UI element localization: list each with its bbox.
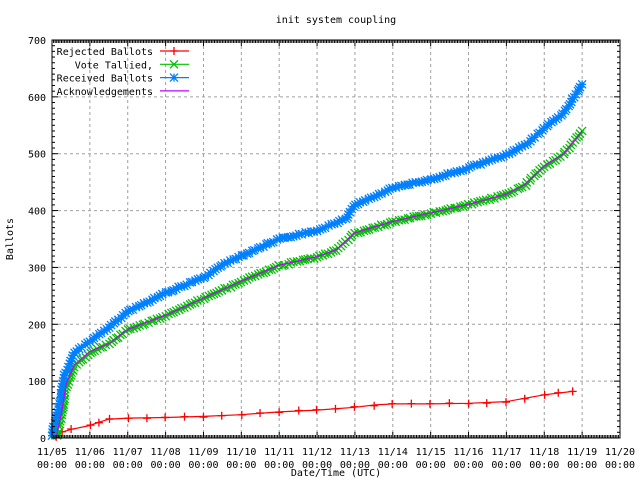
legend-marker: [170, 47, 178, 55]
data-point: [426, 400, 434, 408]
data-point: [86, 421, 94, 429]
x-tick-time: 00:00: [605, 460, 635, 471]
x-tick-label: 11/12: [302, 447, 332, 458]
data-point: [124, 414, 132, 422]
x-tick-time: 00:00: [113, 460, 143, 471]
data-point: [199, 413, 207, 421]
series-rejected-ballots: [52, 387, 576, 441]
data-point: [465, 400, 473, 408]
x-tick-label: 11/15: [416, 447, 446, 458]
grid: [52, 40, 620, 438]
x-axis-label: Date/Time (UTC): [291, 468, 381, 479]
y-tick-label: 400: [28, 207, 46, 218]
data-point: [502, 398, 510, 406]
x-tick-label: 11/16: [453, 447, 483, 458]
data-point: [275, 408, 283, 416]
data-point: [331, 405, 339, 413]
x-tick-label: 11/20: [605, 447, 635, 458]
series-line: [57, 131, 582, 435]
chart-svg: 0 100 200 300 400 500 600 700 11/05 00:00 11/06 00:…: [0, 0, 640, 480]
legend-marker: [170, 74, 178, 82]
x-tick-label: 11/05: [37, 447, 67, 458]
x-tick-label: 11/09: [188, 447, 218, 458]
x-tick-label: 11/13: [340, 447, 370, 458]
x-tick-time: 00:00: [264, 460, 294, 471]
x-tick-label: 11/08: [151, 447, 181, 458]
x-tick-label: 11/10: [226, 447, 256, 458]
y-tick-label: 100: [28, 377, 46, 388]
data-point: [541, 391, 549, 399]
data-point: [238, 411, 246, 419]
x-tick-time: 00:00: [37, 460, 67, 471]
data-point: [445, 399, 453, 407]
data-point: [95, 419, 103, 427]
x-tick-time: 00:00: [151, 460, 181, 471]
data-point: [218, 412, 226, 420]
series-line: [57, 131, 582, 435]
data-point: [578, 80, 586, 88]
x-tick-time: 00:00: [416, 460, 446, 471]
x-tick-label: 11/14: [378, 447, 408, 458]
data-point: [181, 413, 189, 421]
y-tick-label: 700: [28, 36, 46, 47]
x-tick-time: 00:00: [453, 460, 483, 471]
data-point: [350, 403, 358, 411]
x-tick-label: 11/18: [529, 447, 559, 458]
legend-label: Rejected Ballots: [57, 47, 153, 58]
x-tick-label: 11/06: [75, 447, 105, 458]
x-tick-time: 00:00: [491, 460, 521, 471]
data-point: [554, 389, 562, 397]
x-tick-time: 00:00: [188, 460, 218, 471]
y-tick-label: 500: [28, 150, 46, 161]
x-tick-label: 11/19: [567, 447, 597, 458]
data-point: [521, 395, 529, 403]
data-point: [143, 414, 151, 422]
x-tick-label: 11/11: [264, 447, 294, 458]
data-point: [388, 400, 396, 408]
data-point: [370, 402, 378, 410]
x-tick-label: 11/07: [113, 447, 143, 458]
y-axis-label: Ballots: [5, 218, 16, 260]
x-tick-time: 00:00: [226, 460, 256, 471]
series-received-ballots: [48, 80, 586, 439]
data-point: [295, 406, 303, 414]
y-tick-label: 200: [28, 320, 46, 331]
y-tick-label: 600: [28, 93, 46, 104]
x-tick-time: 00:00: [75, 460, 105, 471]
data-point: [483, 399, 491, 407]
data-point: [161, 413, 169, 421]
legend-label: Received Ballots: [57, 74, 153, 85]
series-acknowledgements: [57, 131, 582, 435]
data-point: [67, 425, 75, 433]
data-point: [313, 406, 321, 414]
x-tick-time: 00:00: [378, 460, 408, 471]
data-point: [106, 415, 114, 423]
plot-frame: [52, 40, 620, 438]
y-tick-label: 0: [40, 434, 46, 445]
series-line: [57, 391, 573, 436]
x-tick-time: 00:00: [567, 460, 597, 471]
legend: Rejected Ballots Vote Tallied, Received Ba…: [57, 47, 189, 98]
legend-label: Acknowledgements: [57, 87, 153, 98]
chart-container: 0 100 200 300 400 500 600 700 11/05 00:00 11/06 00:…: [0, 0, 640, 480]
data-point: [569, 387, 577, 395]
data-point: [407, 400, 415, 408]
y-tick-label: 300: [28, 263, 46, 274]
series-layer: [48, 80, 586, 441]
legend-label: Vote Tallied,: [75, 60, 153, 71]
data-point: [256, 409, 264, 417]
x-tick-label: 11/17: [491, 447, 521, 458]
chart-title: init system coupling: [276, 15, 396, 26]
x-tick-time: 00:00: [529, 460, 559, 471]
